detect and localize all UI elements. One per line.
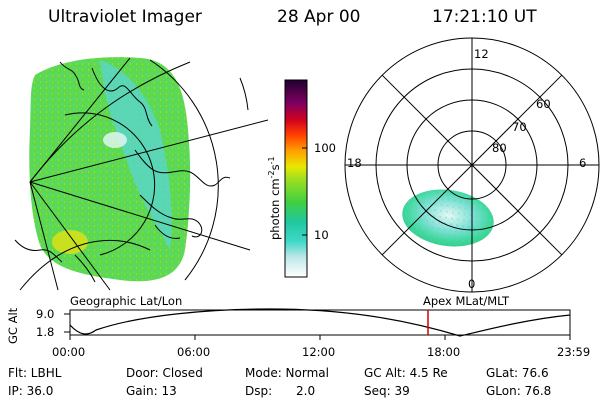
colorbar-label-100: 100 <box>314 141 336 155</box>
date-label: 28 Apr 00 <box>277 7 361 27</box>
mlt-label-18: 18 <box>347 156 362 170</box>
polar-plot <box>344 37 600 293</box>
x-tick-label: 18:00 <box>427 345 461 359</box>
apex-caption: Apex MLat/MLT <box>423 294 510 308</box>
lat-label-70: 70 <box>512 120 527 134</box>
glat-status: GLat: 76.6 <box>486 366 549 380</box>
gcalt-status: GC Alt: 4.5 Re <box>364 366 448 380</box>
time-label: 17:21:10 UT <box>432 7 537 27</box>
altitude-ytick-top: 9.0 <box>36 307 55 321</box>
altitude-ylabel: GC Alt <box>6 307 20 344</box>
mlt-label-0: 0 <box>468 277 476 291</box>
filter-status: Flt: LBHL <box>8 366 62 380</box>
glon-status: GLon: 76.8 <box>486 384 552 398</box>
x-tick-label: 12:00 <box>302 345 336 359</box>
colorbar-label-10: 10 <box>314 228 329 242</box>
dsp-status-value: 2.0 <box>296 384 316 398</box>
geo-caption: Geographic Lat/Lon <box>70 294 183 308</box>
altitude-plot <box>64 308 571 340</box>
colorbar-unit: photon cm-2s-1 <box>267 156 282 240</box>
geographic-image <box>29 57 191 282</box>
gain-status: Gain: 13 <box>126 384 177 398</box>
mlt-label-6: 6 <box>579 156 587 170</box>
ip-status: IP: 36.0 <box>8 384 54 398</box>
x-tick-label: 23:59 <box>557 345 591 359</box>
instrument-title: Ultraviolet Imager <box>48 7 202 27</box>
colorbar <box>284 79 308 278</box>
lat-label-80: 80 <box>492 141 507 155</box>
geo-grid <box>19 57 269 291</box>
mode-status: Mode: Normal <box>245 366 329 380</box>
x-tick-label: 06:00 <box>177 345 211 359</box>
dsp-status-label: Dsp: <box>245 384 273 398</box>
lat-label-60: 60 <box>536 97 551 111</box>
door-status: Door: Closed <box>126 366 203 380</box>
x-tick-label: 00:00 <box>52 345 86 359</box>
altitude-ytick-bottom: 1.8 <box>36 325 55 339</box>
altitude-curve <box>69 308 571 337</box>
seq-status: Seq: 39 <box>364 384 410 398</box>
mlt-label-12: 12 <box>474 47 489 61</box>
